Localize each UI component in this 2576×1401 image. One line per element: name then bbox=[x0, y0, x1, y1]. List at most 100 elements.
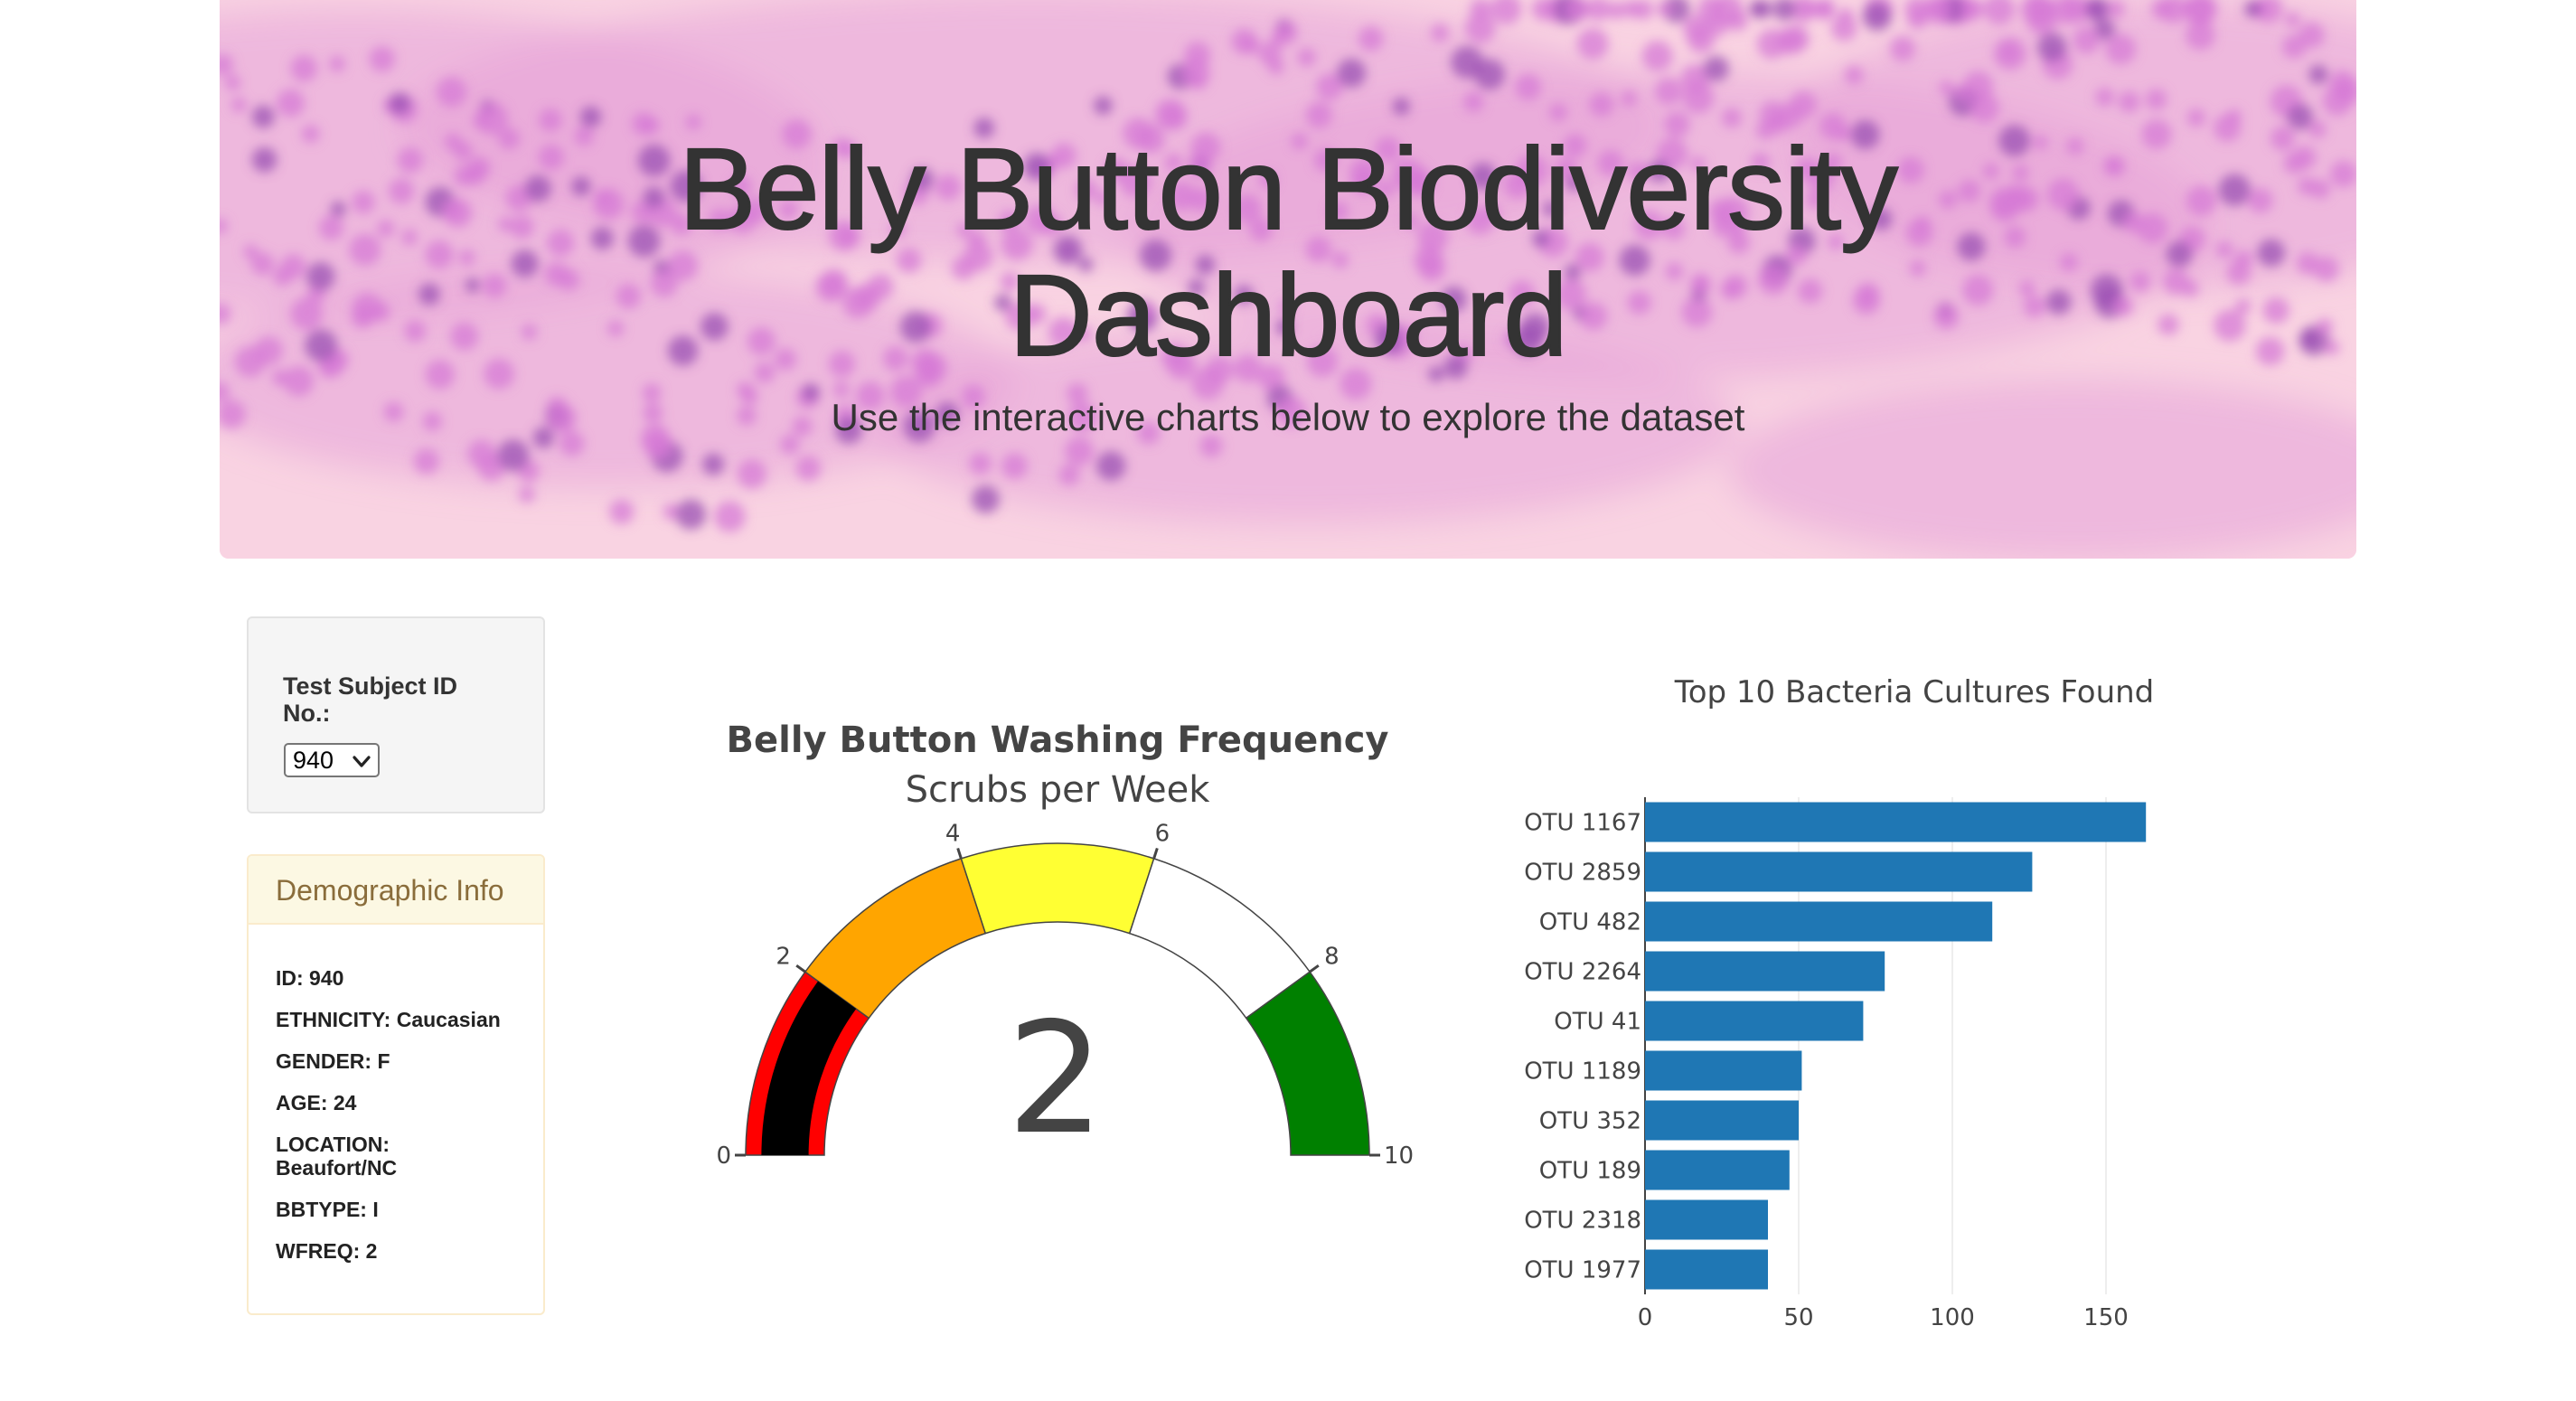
bar-otu-41[interactable] bbox=[1645, 1001, 1864, 1041]
background-cell bbox=[1759, 101, 1786, 127]
background-cell bbox=[1105, 157, 1129, 182]
background-cell bbox=[2137, 212, 2168, 244]
background-cell bbox=[1597, 150, 1624, 177]
chevron-down-icon bbox=[353, 756, 371, 767]
background-cell bbox=[855, 381, 885, 410]
background-cell bbox=[1024, 204, 1055, 235]
background-cell bbox=[1998, 125, 2031, 157]
background-cell bbox=[2226, 260, 2252, 286]
background-cell bbox=[1955, 84, 1973, 102]
background-cell bbox=[1095, 451, 1126, 481]
background-cell bbox=[1377, 181, 1395, 198]
background-cell bbox=[498, 127, 521, 150]
background-cell bbox=[1969, 92, 1999, 123]
gauge-subtitle: Scrubs per Week bbox=[906, 769, 1211, 811]
background-cell bbox=[220, 400, 246, 429]
background-cell bbox=[1727, 231, 1750, 254]
background-cell bbox=[1048, 316, 1078, 347]
subject-id-select-value: 940 bbox=[293, 747, 334, 774]
background-cell bbox=[1619, 244, 1650, 277]
background-cell bbox=[1621, 90, 1637, 107]
background-cell bbox=[1067, 402, 1098, 432]
background-cell bbox=[2281, 34, 2307, 59]
background-cell bbox=[2004, 226, 2026, 249]
gauge-tick bbox=[1152, 848, 1159, 860]
background-cell bbox=[670, 170, 702, 202]
bar-otu-1189[interactable] bbox=[1645, 1050, 1802, 1091]
background-cell bbox=[2045, 289, 2072, 315]
background-cell bbox=[1053, 235, 1083, 265]
top-bacteria-bar-chart[interactable]: Top 10 Bacteria Cultures Found OTU 1167 O… bbox=[1491, 660, 2233, 1329]
background-cell bbox=[2235, 298, 2252, 315]
background-cell bbox=[2012, 165, 2029, 182]
background-cell bbox=[243, 244, 259, 259]
background-cell bbox=[250, 252, 275, 276]
background-cell bbox=[1814, 0, 1835, 20]
background-cell bbox=[518, 486, 535, 503]
background-cell bbox=[643, 402, 663, 423]
background-cell bbox=[1076, 325, 1092, 342]
background-cell bbox=[539, 108, 562, 132]
bar-otu-2318[interactable] bbox=[1645, 1199, 1768, 1240]
background-cell bbox=[1140, 240, 1172, 272]
background-cell bbox=[1199, 434, 1223, 457]
background-cell bbox=[1001, 453, 1028, 479]
meta-ethnicity: ETHNICITY: Caucasian bbox=[276, 1008, 501, 1031]
background-cell bbox=[254, 336, 283, 365]
background-cell bbox=[795, 456, 822, 482]
background-cell bbox=[559, 430, 585, 456]
background-cell bbox=[2059, 253, 2079, 272]
background-cell bbox=[1933, 304, 1960, 330]
background-cell bbox=[1305, 236, 1332, 263]
background-cell bbox=[1897, 156, 1924, 183]
background-cell bbox=[329, 55, 345, 72]
bar-otu-1167[interactable] bbox=[1645, 802, 2147, 842]
background-cell bbox=[969, 452, 992, 475]
bar-otu-1977[interactable] bbox=[1645, 1249, 1768, 1290]
bar-otu-352[interactable] bbox=[1645, 1100, 1799, 1141]
background-cell bbox=[2163, 268, 2189, 295]
background-cell bbox=[574, 126, 594, 146]
header-jumbotron: Belly Button Biodiversity Dashboard Use … bbox=[220, 0, 2356, 559]
background-cell bbox=[220, 218, 228, 234]
background-cell bbox=[1191, 367, 1224, 400]
subject-id-select[interactable]: 940 bbox=[284, 743, 380, 777]
background-cell bbox=[2084, 0, 2109, 21]
background-cell bbox=[436, 77, 467, 108]
background-cell bbox=[740, 387, 759, 405]
background-cell bbox=[2215, 240, 2233, 259]
background-cell bbox=[1509, 280, 1536, 307]
background-cell bbox=[1555, 157, 1577, 181]
bar-chart-category-label: OTU 1189 bbox=[1524, 1058, 1641, 1086]
background-cell bbox=[1939, 80, 1954, 96]
bar-otu-482[interactable] bbox=[1645, 901, 1993, 942]
background-cell bbox=[454, 165, 475, 187]
washing-frequency-gauge[interactable]: Belly Button Washing Frequency Scrubs pe… bbox=[696, 714, 1455, 1202]
background-cell bbox=[330, 201, 346, 217]
bar-chart-category-label: OTU 352 bbox=[1539, 1108, 1641, 1135]
background-cell bbox=[1681, 296, 1713, 328]
meta-age: AGE: 24 bbox=[276, 1091, 357, 1114]
background-cell bbox=[1188, 278, 1205, 296]
background-cell bbox=[230, 97, 247, 113]
background-cell bbox=[458, 249, 475, 266]
background-cell bbox=[1331, 251, 1349, 268]
background-cell bbox=[220, 53, 234, 76]
meta-wfreq: WFREQ: 2 bbox=[276, 1239, 378, 1263]
bar-otu-2859[interactable] bbox=[1645, 851, 2033, 892]
meta-bbtype: BBTYPE: I bbox=[276, 1198, 379, 1221]
background-cell bbox=[2316, 318, 2334, 335]
background-cell bbox=[1806, 191, 1825, 209]
background-cell bbox=[935, 402, 959, 426]
background-cell bbox=[675, 499, 707, 530]
gauge-tick bbox=[956, 848, 963, 860]
background-cell bbox=[465, 277, 480, 293]
demographic-info-heading: Demographic Info bbox=[249, 856, 543, 925]
bar-otu-189[interactable] bbox=[1645, 1150, 1790, 1190]
background-cell bbox=[1589, 92, 1614, 118]
background-cell bbox=[444, 133, 462, 151]
bar-chart-xtick-label: 100 bbox=[1930, 1304, 1975, 1329]
bar-otu-2264[interactable] bbox=[1645, 951, 1885, 992]
background-cell bbox=[1313, 148, 1338, 173]
background-cell bbox=[483, 274, 507, 298]
